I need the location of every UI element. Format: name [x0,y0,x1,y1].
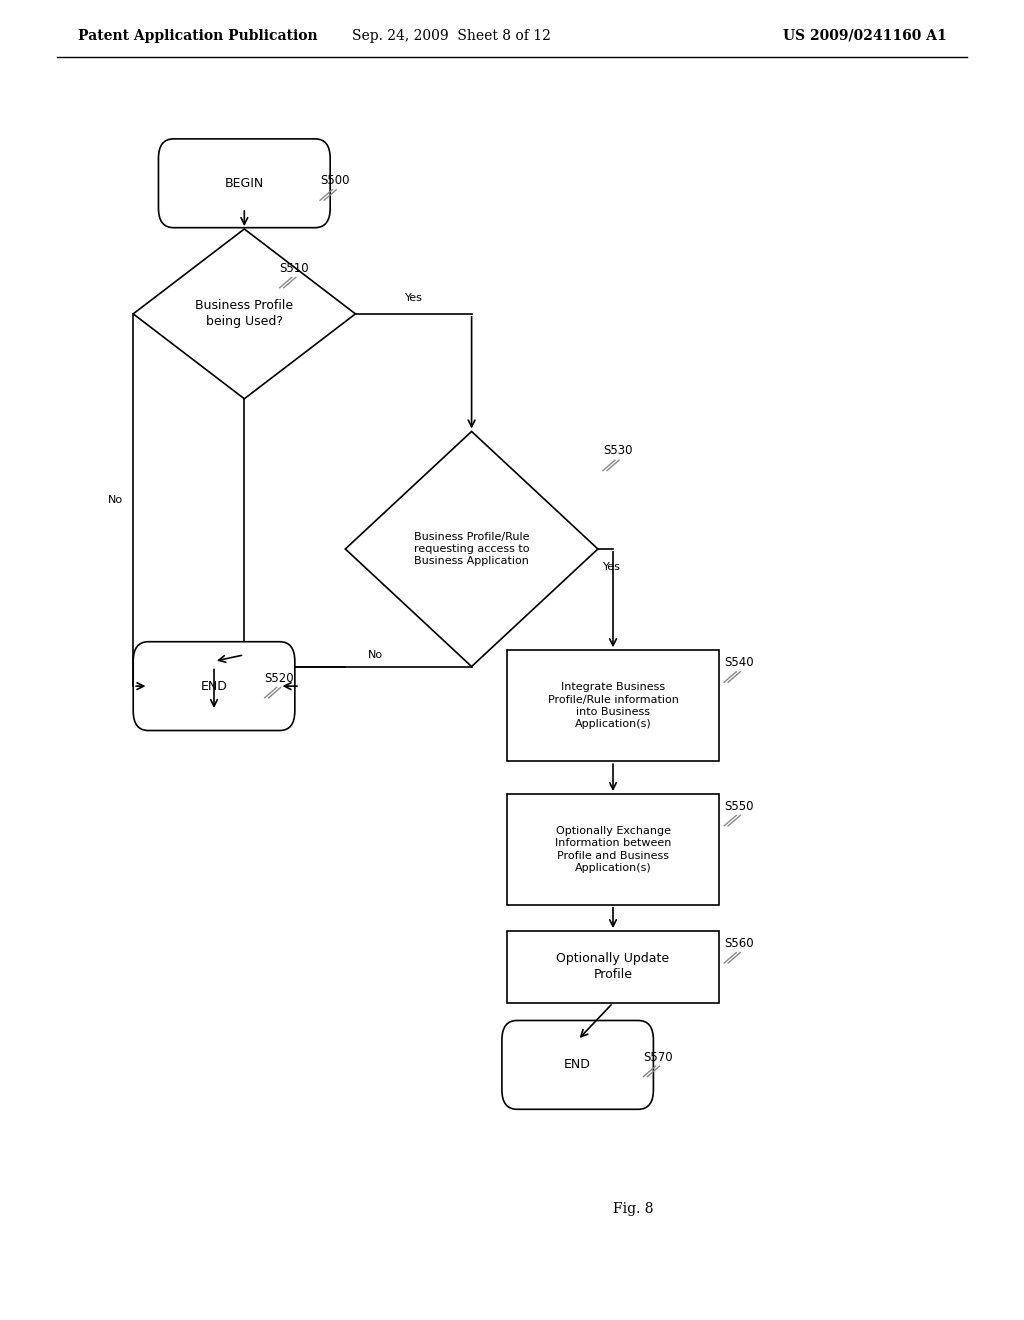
FancyBboxPatch shape [502,1020,653,1109]
Text: Fig. 8: Fig. 8 [613,1201,653,1216]
Text: S550: S550 [724,800,754,813]
Polygon shape [133,228,355,399]
Text: Optionally Exchange
Information between
Profile and Business
Application(s): Optionally Exchange Information between … [555,826,671,873]
Text: Business Profile
being Used?: Business Profile being Used? [196,300,294,329]
Text: S520: S520 [264,672,294,685]
Text: Yes: Yes [603,562,621,572]
Text: END: END [201,680,227,693]
Text: S500: S500 [321,174,349,187]
Text: No: No [368,649,383,660]
FancyBboxPatch shape [133,642,295,730]
FancyBboxPatch shape [159,139,330,227]
Text: S560: S560 [724,937,754,950]
Bar [507,793,719,906]
Text: US 2009/0241160 A1: US 2009/0241160 A1 [782,29,946,42]
Text: Business Profile/Rule
requesting access to
Business Application: Business Profile/Rule requesting access … [414,532,529,566]
Bar [507,651,719,762]
Bar [507,931,719,1003]
Text: No: No [108,495,123,506]
Text: Sep. 24, 2009  Sheet 8 of 12: Sep. 24, 2009 Sheet 8 of 12 [352,29,551,42]
Text: S540: S540 [724,656,754,669]
Text: END: END [564,1059,591,1072]
Text: Patent Application Publication: Patent Application Publication [78,29,317,42]
Text: S530: S530 [603,445,633,458]
Polygon shape [345,432,598,667]
Text: S510: S510 [280,261,309,275]
Text: Yes: Yes [404,293,423,304]
Text: S570: S570 [643,1051,673,1064]
Text: Optionally Update
Profile: Optionally Update Profile [556,953,670,982]
Text: Integrate Business
Profile/Rule information
into Business
Application(s): Integrate Business Profile/Rule informat… [548,682,679,730]
Text: BEGIN: BEGIN [224,177,264,190]
